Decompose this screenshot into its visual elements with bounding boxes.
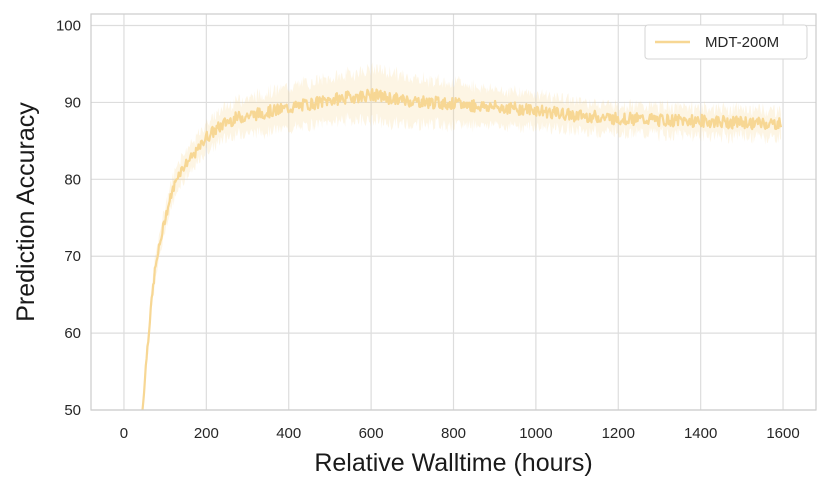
x-tick-label: 600 bbox=[359, 425, 384, 442]
y-tick-label: 100 bbox=[56, 18, 81, 35]
y-axis-title: Prediction Accuracy bbox=[12, 102, 40, 322]
x-tick-label: 400 bbox=[276, 425, 301, 442]
tick-labels: 0 200 400 600 800 1000 1200 1400 1600 50 60 70 80 90 1… bbox=[56, 18, 800, 442]
plot-border bbox=[90, 13, 817, 411]
y-tick-label: 80 bbox=[64, 171, 81, 188]
x-tick-label: 0 bbox=[120, 425, 128, 442]
x-tick-label: 200 bbox=[194, 425, 219, 442]
x-tick-label: 800 bbox=[441, 425, 466, 442]
y-tick-label: 90 bbox=[64, 94, 81, 111]
plot-area bbox=[141, 62, 783, 410]
y-tick-label: 60 bbox=[64, 325, 81, 342]
legend-label: MDT-200M bbox=[705, 34, 779, 51]
x-tick-label: 1200 bbox=[602, 425, 635, 442]
series-line bbox=[141, 88, 783, 410]
legend-box bbox=[644, 24, 808, 60]
y-tick-label: 50 bbox=[64, 402, 81, 419]
x-tick-label: 1600 bbox=[766, 425, 799, 442]
y-tick-label: 70 bbox=[64, 248, 81, 265]
x-axis-title: Relative Walltime (hours) bbox=[314, 449, 592, 477]
x-tick-label: 1400 bbox=[684, 425, 717, 442]
x-tick-label: 1000 bbox=[519, 425, 552, 442]
legend: MDT-200M bbox=[644, 24, 808, 60]
